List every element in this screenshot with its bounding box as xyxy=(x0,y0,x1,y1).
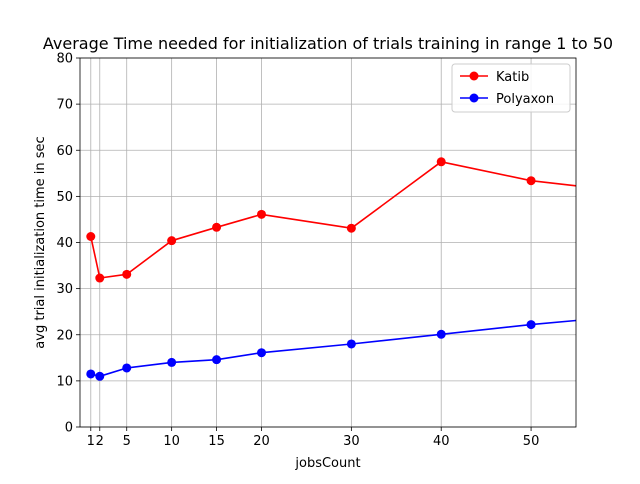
data-point-katib xyxy=(212,222,222,232)
legend-label-katib: Katib xyxy=(496,70,529,85)
series-layer xyxy=(86,157,577,381)
x-tick-label: 5 xyxy=(123,434,131,449)
x-tick-label: 15 xyxy=(208,434,225,449)
chart-title: Average Time needed for initialization o… xyxy=(43,34,613,53)
y-axis-label: avg trial initialization time in sec xyxy=(33,136,48,348)
data-point-katib xyxy=(167,236,177,246)
y-tick-label: 70 xyxy=(56,98,73,113)
x-tick-label: 10 xyxy=(163,434,180,449)
legend: Katib Polyaxon xyxy=(451,63,571,113)
data-point-polyaxon xyxy=(526,320,536,330)
y-tick-label: 30 xyxy=(56,282,73,297)
x-tick-label: 20 xyxy=(253,434,270,449)
x-tick-label: 50 xyxy=(523,434,540,449)
x-tick-label: 1 xyxy=(87,434,95,449)
x-axis-label: jobsCount xyxy=(294,456,360,471)
data-point-katib xyxy=(436,157,446,167)
y-tick-label: 50 xyxy=(56,190,73,205)
y-tick-label: 0 xyxy=(65,421,73,436)
data-point-katib xyxy=(95,273,105,283)
x-tick-label: 30 xyxy=(343,434,360,449)
data-point-polyaxon xyxy=(257,348,267,358)
y-tick-label: 20 xyxy=(56,328,73,343)
data-point-polyaxon xyxy=(122,363,132,373)
y-tick-label: 60 xyxy=(56,144,73,159)
legend-label-polyaxon: Polyaxon xyxy=(496,92,554,107)
data-point-katib xyxy=(346,223,356,233)
series-line-katib xyxy=(90,161,577,279)
series-line-polyaxon xyxy=(90,319,577,378)
data-point-polyaxon xyxy=(212,355,222,365)
x-tick-label: 40 xyxy=(433,434,450,449)
data-point-polyaxon xyxy=(86,369,96,379)
legend-marker-polyaxon xyxy=(469,93,479,103)
data-point-katib xyxy=(122,269,132,279)
legend-marker-katib xyxy=(469,71,479,81)
y-tick-label: 40 xyxy=(56,236,73,251)
data-point-polyaxon xyxy=(346,339,356,349)
y-tick-label: 10 xyxy=(56,374,73,389)
data-point-katib xyxy=(86,232,96,242)
data-point-katib xyxy=(257,209,267,219)
data-point-katib xyxy=(526,176,536,186)
y-tick-label: 80 xyxy=(56,52,73,67)
data-point-polyaxon xyxy=(167,357,177,367)
data-point-polyaxon xyxy=(95,371,105,381)
data-point-polyaxon xyxy=(436,329,446,339)
axis-ticks: 1 2 5 10 15 20 30 40 50 0 10 20 30 40 50 60 70 80 xyxy=(56,52,539,450)
x-tick-label: 2 xyxy=(96,434,104,449)
